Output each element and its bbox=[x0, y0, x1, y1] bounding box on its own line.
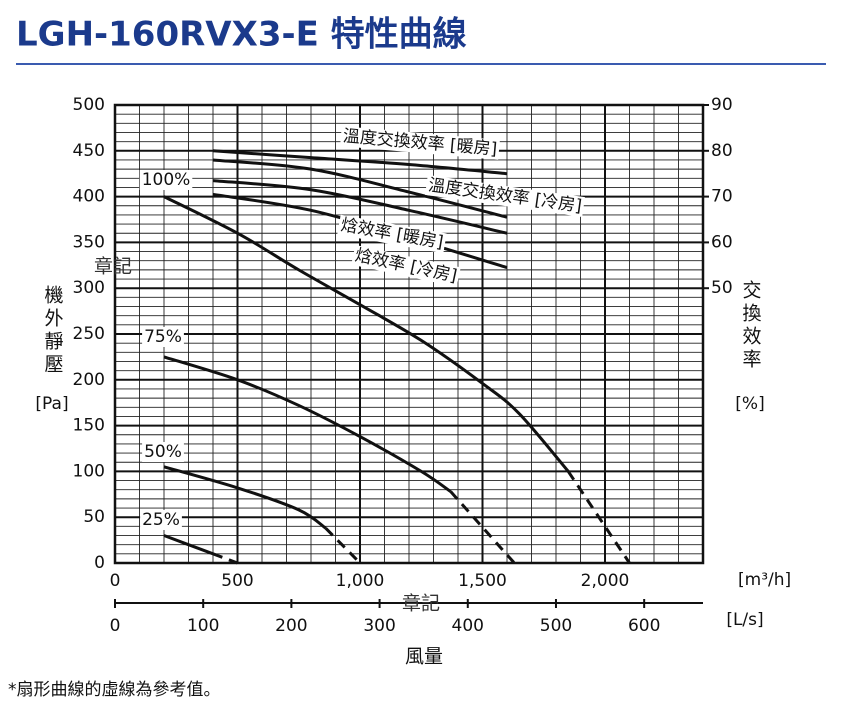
curve-label-group: 50% bbox=[142, 442, 184, 462]
curve-label: 25% bbox=[142, 510, 180, 530]
x-tick-label: 500 bbox=[221, 571, 253, 591]
watermark: 章記 bbox=[402, 593, 440, 615]
x-tick-label: 1,500 bbox=[458, 571, 507, 591]
label-background bbox=[139, 170, 193, 190]
chart-title: LGH-160RVX3-E 特性曲線 bbox=[16, 15, 467, 55]
curve bbox=[163, 195, 570, 473]
y-tick-label: 350 bbox=[73, 232, 105, 252]
curve-label-group: 25% bbox=[140, 510, 182, 530]
curve-label-group: 100% bbox=[139, 170, 193, 190]
y2-tick-label: 80 bbox=[711, 141, 733, 161]
y-tick-label: 150 bbox=[73, 416, 105, 436]
y-tick-label: 0 bbox=[94, 553, 105, 573]
y-tick-label: 400 bbox=[73, 187, 105, 207]
y-tick-label: 100 bbox=[73, 461, 105, 481]
label-background bbox=[140, 510, 182, 530]
x-axis-label: 風量 bbox=[405, 646, 443, 668]
y-tick-label: 450 bbox=[73, 141, 105, 161]
y2-tick-label: 50 bbox=[711, 278, 733, 298]
curve-label-group: 溫度交換效率 [暖房] bbox=[340, 126, 500, 160]
curve bbox=[163, 355, 452, 493]
y-tick-label: 500 bbox=[73, 95, 105, 115]
curve-label-group: 焓效率 [暖房] bbox=[337, 214, 447, 254]
curve bbox=[163, 465, 327, 530]
x2-axis-unit: [L/s] bbox=[726, 610, 763, 630]
y-axis-label: 機外靜壓 bbox=[42, 285, 64, 377]
y-tick-label: 50 bbox=[83, 507, 105, 527]
y-axis-unit: [Pa] bbox=[35, 394, 68, 414]
label-background bbox=[351, 245, 461, 287]
x2-tick-label: 400 bbox=[452, 616, 484, 636]
x-tick-label: 0 bbox=[110, 571, 121, 591]
curve-label: 溫度交換效率 [冷房] bbox=[427, 175, 583, 216]
x2-tick-label: 200 bbox=[275, 616, 307, 636]
y-tick-label: 250 bbox=[73, 324, 105, 344]
y2-axis-label: 交換效率 bbox=[740, 280, 762, 372]
label-background bbox=[340, 126, 500, 160]
x2-tick-label: 0 bbox=[110, 616, 121, 636]
y2-tick-label: 60 bbox=[711, 232, 733, 252]
curve-label-group: 溫度交換效率 [冷房] bbox=[425, 175, 585, 217]
reference-curve bbox=[212, 552, 239, 565]
curve bbox=[212, 149, 508, 176]
label-background bbox=[142, 327, 184, 347]
reference-curve bbox=[449, 490, 516, 564]
curve-label: 50% bbox=[144, 442, 182, 462]
y-tick-label: 300 bbox=[73, 278, 105, 298]
curve-label: 75% bbox=[144, 327, 182, 347]
curve bbox=[212, 179, 508, 235]
y2-tick-label: 70 bbox=[711, 187, 733, 207]
x2-tick-label: 100 bbox=[187, 616, 219, 636]
x-axis-unit: [m³/h] bbox=[738, 570, 791, 590]
x-tick-label: 2,000 bbox=[581, 571, 630, 591]
label-background bbox=[425, 175, 585, 217]
reference-curve bbox=[567, 470, 631, 564]
reference-curve bbox=[324, 527, 362, 565]
curve-label-group: 75% bbox=[142, 327, 184, 347]
x2-tick-label: 500 bbox=[540, 616, 572, 636]
curve bbox=[163, 534, 214, 556]
label-background bbox=[142, 442, 184, 462]
x-tick-label: 1,000 bbox=[336, 571, 385, 591]
plot-frame bbox=[113, 103, 705, 565]
curve-label: 100% bbox=[142, 170, 191, 190]
y-tick-label: 200 bbox=[73, 370, 105, 390]
footnote: *扇形曲線的虛線為參考值。 bbox=[8, 680, 221, 700]
y2-tick-label: 90 bbox=[711, 95, 733, 115]
x2-tick-label: 600 bbox=[628, 616, 660, 636]
y2-axis-unit: [%] bbox=[735, 394, 764, 414]
watermark: 章記 bbox=[94, 256, 132, 278]
curve-label: 溫度交換效率 [暖房] bbox=[342, 126, 498, 159]
curve bbox=[212, 158, 508, 219]
label-background bbox=[337, 214, 447, 254]
x2-tick-label: 300 bbox=[363, 616, 395, 636]
